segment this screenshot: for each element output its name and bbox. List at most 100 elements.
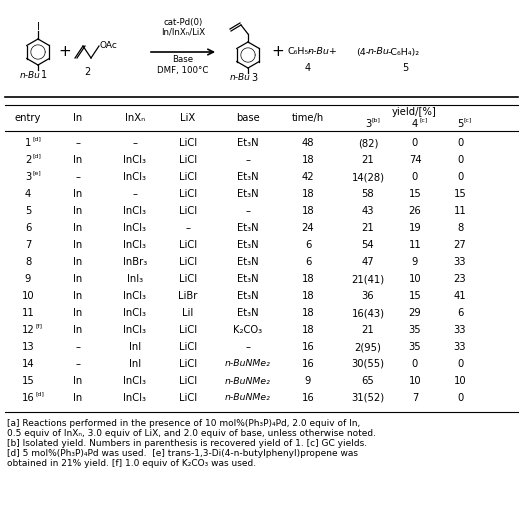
Text: 0: 0 (457, 393, 463, 403)
Text: 33: 33 (454, 342, 466, 352)
Text: [f]: [f] (36, 324, 42, 328)
Text: 2: 2 (25, 155, 31, 165)
Text: 18: 18 (302, 189, 314, 199)
Text: 26: 26 (408, 206, 422, 216)
Text: Et₃N: Et₃N (237, 223, 259, 233)
Text: –: – (75, 359, 81, 369)
Text: InCl₃: InCl₃ (123, 223, 146, 233)
Text: –: – (132, 138, 138, 148)
Text: –: – (245, 206, 251, 216)
Text: InCl₃: InCl₃ (123, 291, 146, 301)
Text: InI: InI (129, 359, 141, 369)
Text: n-Bu: n-Bu (20, 70, 41, 79)
Text: InCl₃: InCl₃ (123, 376, 146, 386)
Text: n-Bu+: n-Bu+ (308, 48, 338, 56)
Text: 2: 2 (84, 67, 90, 77)
Text: InCl₃: InCl₃ (123, 325, 146, 335)
Text: 5: 5 (25, 206, 31, 216)
Text: 13: 13 (21, 342, 35, 352)
Text: 1: 1 (25, 138, 31, 148)
Text: 6: 6 (305, 257, 311, 267)
Text: 15: 15 (453, 189, 467, 199)
Text: LiI: LiI (183, 308, 194, 318)
Text: 21: 21 (361, 325, 374, 335)
Text: LiCl: LiCl (179, 274, 197, 284)
Text: 16(43): 16(43) (351, 308, 384, 318)
Text: 4: 4 (412, 119, 418, 129)
Text: In: In (73, 308, 83, 318)
Text: 8: 8 (25, 257, 31, 267)
Text: InCl₃: InCl₃ (123, 240, 146, 250)
Text: InCl₃: InCl₃ (123, 155, 146, 165)
Text: In: In (73, 240, 83, 250)
Text: entry: entry (15, 113, 41, 123)
Text: 0: 0 (412, 138, 418, 148)
Text: 18: 18 (302, 155, 314, 165)
Text: In: In (73, 376, 83, 386)
Text: –: – (75, 342, 81, 352)
Text: InCl₃: InCl₃ (123, 393, 146, 403)
Text: I: I (37, 22, 39, 32)
Text: LiCl: LiCl (179, 172, 197, 182)
Text: 23: 23 (453, 274, 467, 284)
Text: 16: 16 (302, 342, 314, 352)
Text: 27: 27 (453, 240, 467, 250)
Text: 0: 0 (457, 138, 463, 148)
Text: +: + (59, 44, 71, 60)
Text: [d]: [d] (36, 392, 44, 397)
Text: 7: 7 (412, 393, 418, 403)
Text: [b] Isolated yield. Numbers in parenthesis is recovered yield of 1. [c] GC yield: [b] Isolated yield. Numbers in parenthes… (7, 440, 367, 448)
Text: 0: 0 (412, 359, 418, 369)
Text: 48: 48 (302, 138, 314, 148)
Text: 5: 5 (457, 119, 463, 129)
Text: In: In (73, 206, 83, 216)
Text: 10: 10 (408, 274, 422, 284)
Text: 43: 43 (362, 206, 374, 216)
Text: 3: 3 (25, 172, 31, 182)
Text: LiCl: LiCl (179, 189, 197, 199)
Text: LiCl: LiCl (179, 342, 197, 352)
Text: LiX: LiX (180, 113, 196, 123)
Text: LiCl: LiCl (179, 325, 197, 335)
Text: In: In (73, 155, 83, 165)
Text: [d] 5 mol%(Ph₃P)₄Pd was used.  [e] trans-1,3-Di(4-n-butylphenyl)propene was: [d] 5 mol%(Ph₃P)₄Pd was used. [e] trans-… (7, 449, 358, 458)
Text: 12: 12 (21, 325, 35, 335)
Text: 8: 8 (457, 223, 463, 233)
Text: OAc: OAc (100, 41, 118, 50)
Text: 10: 10 (408, 376, 422, 386)
Text: time/h: time/h (292, 113, 324, 123)
Text: [a] Reactions performed in the presence of 10 mol%(Ph₃P)₄Pd, 2.0 equiv of In,: [a] Reactions performed in the presence … (7, 420, 360, 429)
Text: [d]: [d] (33, 153, 42, 159)
Text: 33: 33 (454, 257, 466, 267)
Text: In: In (73, 393, 83, 403)
Text: obtained in 21% yield. [f] 1.0 equiv of K₂CO₃ was used.: obtained in 21% yield. [f] 1.0 equiv of … (7, 459, 256, 469)
Text: Et₃N: Et₃N (237, 240, 259, 250)
Text: 10: 10 (453, 376, 467, 386)
Text: 42: 42 (302, 172, 314, 182)
Text: 15: 15 (408, 291, 422, 301)
Text: 21: 21 (361, 223, 374, 233)
Text: In: In (73, 325, 83, 335)
Text: 14: 14 (21, 359, 35, 369)
Text: 24: 24 (302, 223, 314, 233)
Text: [b]: [b] (372, 117, 381, 123)
Text: InXₙ: InXₙ (125, 113, 145, 123)
Text: InCl₃: InCl₃ (123, 308, 146, 318)
Text: –: – (75, 172, 81, 182)
Text: Et₃N: Et₃N (237, 308, 259, 318)
Text: 9: 9 (305, 376, 311, 386)
Text: C₆H₅-: C₆H₅- (288, 48, 313, 56)
Text: [c]: [c] (464, 117, 472, 123)
Text: cat-Pd(0): cat-Pd(0) (163, 18, 202, 27)
Text: 2(95): 2(95) (355, 342, 381, 352)
Text: 6: 6 (25, 223, 31, 233)
Text: DMF, 100°C: DMF, 100°C (157, 65, 209, 75)
Text: Et₃N: Et₃N (237, 138, 259, 148)
Text: –: – (245, 342, 251, 352)
Text: InI: InI (129, 342, 141, 352)
Text: (4-: (4- (356, 48, 369, 56)
Text: 21: 21 (361, 155, 374, 165)
Text: K₂CO₃: K₂CO₃ (233, 325, 263, 335)
Text: –: – (75, 138, 81, 148)
Text: [d]: [d] (33, 136, 42, 141)
